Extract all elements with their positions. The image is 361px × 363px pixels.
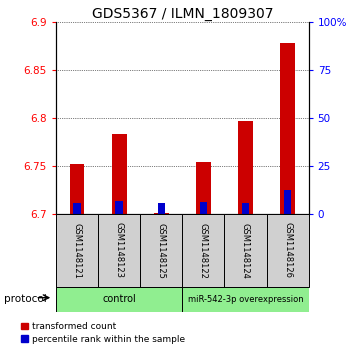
Bar — [284, 190, 291, 214]
Bar — [70, 164, 84, 214]
Bar — [225, 214, 266, 287]
Text: GSM1148123: GSM1148123 — [115, 223, 123, 278]
Text: GSM1148121: GSM1148121 — [73, 223, 82, 278]
Title: GDS5367 / ILMN_1809307: GDS5367 / ILMN_1809307 — [92, 7, 273, 21]
Bar — [112, 134, 126, 214]
Legend: transformed count, percentile rank within the sample: transformed count, percentile rank withi… — [19, 320, 187, 346]
Bar — [238, 121, 253, 214]
Text: control: control — [102, 294, 136, 305]
Text: miR-542-3p overexpression: miR-542-3p overexpression — [188, 295, 303, 304]
Bar — [116, 201, 123, 214]
Bar — [182, 287, 309, 312]
Bar — [154, 213, 169, 214]
Text: GSM1148124: GSM1148124 — [241, 223, 250, 278]
Bar — [140, 214, 182, 287]
Bar — [280, 43, 295, 214]
Bar — [98, 214, 140, 287]
Bar — [242, 203, 249, 214]
Bar — [266, 214, 309, 287]
Text: protocol: protocol — [4, 294, 46, 305]
Bar — [182, 214, 225, 287]
Bar — [200, 202, 207, 214]
Bar — [157, 203, 165, 214]
Text: GSM1148122: GSM1148122 — [199, 223, 208, 278]
Bar — [73, 203, 81, 214]
Text: GSM1148125: GSM1148125 — [157, 223, 166, 278]
Bar — [56, 214, 98, 287]
Text: GSM1148126: GSM1148126 — [283, 223, 292, 278]
Bar — [56, 287, 182, 312]
Bar — [196, 162, 211, 214]
